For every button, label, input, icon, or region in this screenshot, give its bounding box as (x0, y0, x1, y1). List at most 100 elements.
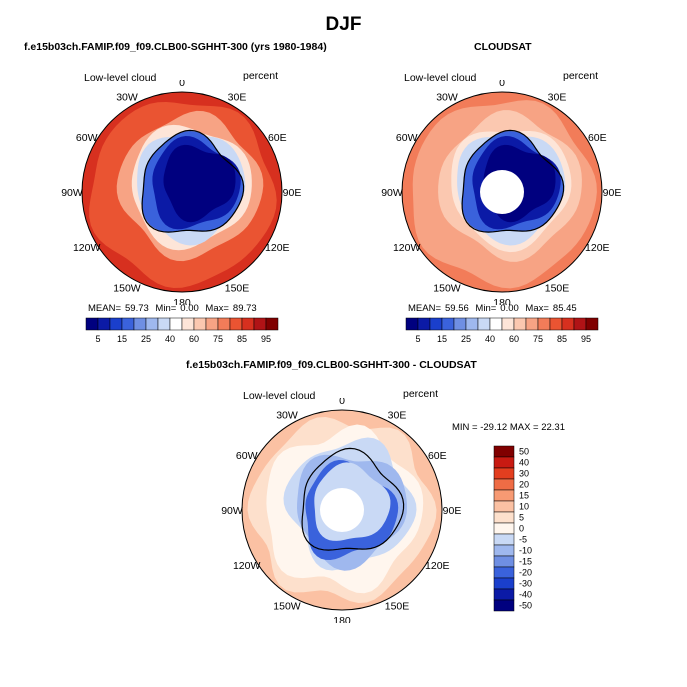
longitude-label: 180 (333, 615, 351, 623)
panel-3-polar-map: 0 30E 60E 90E 120E 150E 180 150W 120W 90W 60W 30W (221, 398, 462, 623)
colorbar-swatch (405, 317, 419, 331)
colorbar-tick-label: 15 (117, 334, 127, 344)
panel-3-variable-label: Low-level cloud (243, 390, 316, 402)
longitude-label: 60E (428, 450, 447, 462)
colorbar-swatch (493, 577, 515, 590)
longitude-label: 120W (393, 242, 421, 254)
colorbar-tick-label: -50 (519, 601, 532, 611)
panel-2-mean-value: 59.56 (445, 303, 469, 314)
colorbar-swatch (121, 317, 135, 331)
longitude-label: 150W (113, 282, 141, 294)
panel-1-mean-value: 59.73 (125, 303, 149, 314)
panel-1-stats: MEAN= 59.73 Min= 0.00 Max= 89.73 (88, 303, 261, 314)
colorbar-swatch (493, 544, 515, 557)
colorbar-tick-label: 15 (519, 491, 529, 501)
colorbar-tick-label: 15 (437, 334, 447, 344)
colorbar-swatch (417, 317, 431, 331)
main-title: DJF (325, 14, 362, 35)
colorbar-swatch (181, 317, 195, 331)
colorbar-swatch (169, 317, 183, 331)
longitude-label: 30E (548, 92, 567, 104)
colorbar-tick-label: 40 (165, 334, 175, 344)
colorbar-tick-label: 95 (581, 334, 591, 344)
colorbar-tick-label: 40 (485, 334, 495, 344)
longitude-label: 90W (61, 187, 83, 199)
panel-1-min-value: 0.00 (180, 303, 199, 314)
colorbar-swatch (205, 317, 219, 331)
longitude-label: 120E (265, 242, 290, 254)
colorbar-tick-label: 25 (461, 334, 471, 344)
longitude-label: 60W (396, 132, 418, 144)
colorbar-tick-label: 25 (141, 334, 151, 344)
longitude-label: 30W (276, 410, 298, 422)
longitude-label: 90E (443, 505, 462, 517)
map-border (241, 409, 443, 611)
panel-1-min-label: Min= (155, 303, 177, 314)
longitude-label: 30W (436, 92, 458, 104)
colorbar-swatch (493, 500, 515, 513)
longitude-label: 180 (493, 297, 511, 305)
panel-2-mean-label: MEAN= (408, 303, 441, 314)
panel-2-min-value: 0.00 (500, 303, 519, 314)
panel-3-units-label: percent (403, 388, 439, 400)
colorbar-tick-label: 30 (519, 469, 529, 479)
colorbar-swatch (493, 522, 515, 535)
colorbar-tick-label: -30 (519, 579, 532, 589)
longitude-label: 120E (585, 242, 610, 254)
panel-1-variable-label: Low-level cloud (84, 72, 157, 84)
longitude-label: 120E (425, 560, 450, 572)
longitude-label: 60E (268, 132, 287, 144)
colorbar-tick-label: 60 (509, 334, 519, 344)
polar-gap (480, 170, 524, 214)
colorbar-swatch (585, 317, 599, 331)
colorbar-swatch (493, 566, 515, 579)
colorbar-swatch (253, 317, 267, 331)
panel-1-mean-label: MEAN= (88, 303, 121, 314)
colorbar-swatch (573, 317, 587, 331)
panel-1-max-label: Max= (205, 303, 229, 314)
colorbar-tick-label: -5 (519, 535, 527, 545)
colorbar-tick-label: 75 (213, 334, 223, 344)
panel-2-colorbar: 5 15 25 40 60 75 85 95 (405, 317, 599, 344)
colorbar-swatch (145, 317, 159, 331)
longitude-label: 150E (545, 282, 570, 294)
longitude-label: 90E (283, 187, 302, 199)
longitude-label: 60E (588, 132, 607, 144)
panel-1-colorbar: 5 15 25 40 60 75 85 95 (85, 317, 279, 344)
longitude-label: 150W (433, 282, 461, 294)
colorbar-swatch (429, 317, 443, 331)
colorbar-swatch (465, 317, 479, 331)
colorbar-tick-label: 85 (557, 334, 567, 344)
colorbar-swatch (133, 317, 147, 331)
panel-3-title: f.e15b03ch.FAMIP.f09_f09.CLB00-SGHHT-300… (186, 359, 477, 371)
colorbar-tick-label: 0 (519, 524, 524, 534)
longitude-label: 90W (221, 505, 243, 517)
map-border (401, 91, 603, 293)
colorbar-swatch (453, 317, 467, 331)
colorbar-swatch (501, 317, 515, 331)
colorbar-swatch (489, 317, 503, 331)
map-border (81, 91, 283, 293)
panel-1-units-label: percent (243, 70, 279, 82)
coastline (461, 129, 565, 233)
panel-2-polar-map: 0 30E 60E 90E 120E 150E 180 150W 120W 90W 60W 30W (381, 80, 621, 305)
colorbar-swatch (493, 599, 515, 612)
panel-2-units-label: percent (563, 70, 599, 82)
longitude-label: 60W (236, 450, 258, 462)
colorbar-swatch (241, 317, 255, 331)
longitude-label: 120W (233, 560, 261, 572)
colorbar-swatch (493, 533, 515, 546)
colorbar-tick-label: -20 (519, 568, 532, 578)
longitude-label: 150W (273, 600, 301, 612)
panel-1-polar-map: 0 30E 60E 90E 120E 150E 180 150W 120W 90W 60W 30W (61, 80, 302, 305)
colorbar-swatch (229, 317, 243, 331)
longitude-label: 60W (76, 132, 98, 144)
colorbar-swatch (537, 317, 551, 331)
coastline (301, 447, 405, 551)
colorbar-tick-label: 50 (519, 447, 529, 457)
colorbar-tick-label: 85 (237, 334, 247, 344)
colorbar-swatch (513, 317, 527, 331)
longitude-label: 30E (228, 92, 247, 104)
panel-2-title: CLOUDSAT (474, 41, 532, 53)
